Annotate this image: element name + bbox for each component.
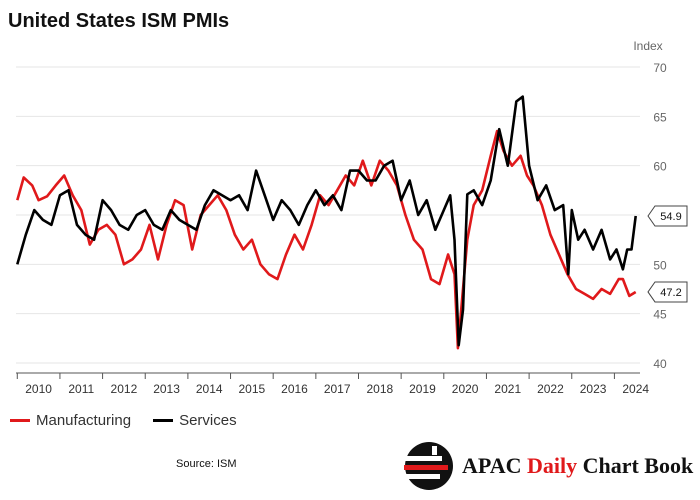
x-tick-label-2012: 2012 [111,382,138,396]
chart-title: United States ISM PMIs [8,10,230,32]
x-tick-label-2010: 2010 [25,382,52,396]
x-tick-label-2014: 2014 [196,382,223,396]
y-tick-label-40: 40 [653,357,667,371]
y-tick-label-50: 50 [653,258,667,272]
last-value-box-services [647,205,688,227]
source-note: Source: ISM [176,458,237,470]
x-tick-label-2019: 2019 [409,382,436,396]
last-value-label-services: 54.9 [660,211,681,223]
apac-daily-chart-book-logo-icon [404,442,453,490]
legend-label-services: Services [179,412,237,429]
legend-label-manufacturing: Manufacturing [36,412,132,429]
y-tick-label-45: 45 [653,308,667,322]
x-tick-label-2022: 2022 [537,382,564,396]
legend-swatch-manufacturing [10,419,30,422]
x-tick-label-2023: 2023 [580,382,607,396]
x-tick-label-2024: 2024 [622,382,649,396]
brand-part-2: Daily [526,453,578,478]
brand-footer: APAC Daily Chart Book [404,438,693,494]
x-tick-label-2011: 2011 [68,382,94,396]
x-tick-label-2016: 2016 [281,382,308,396]
y-tick-label-65: 65 [653,110,667,124]
legend-item-services[interactable]: Services [153,412,237,429]
brand-part-3: Chart Book [577,453,694,478]
legend: Manufacturing Services [10,412,237,429]
x-tick-label-2017: 2017 [324,382,351,396]
line-services [16,95,637,347]
axes: 40455055606570Index201020112012201320142… [16,39,667,396]
x-tick-label-2020: 2020 [452,382,479,396]
y-tick-label-60: 60 [653,160,667,174]
x-tick-label-2015: 2015 [239,382,266,396]
x-tick-label-2018: 2018 [366,382,393,396]
x-tick-label-2021: 2021 [494,382,521,396]
last-value-box-manufacturing [647,281,688,303]
line-manufacturing [16,129,637,350]
last-value-label-manufacturing: 47.2 [660,287,681,299]
brand-part-1: APAC [462,453,527,478]
last-value-labels: 47.2 54.9 [647,205,688,303]
brand-name: APAC Daily Chart Book [462,453,693,479]
gridlines [16,66,640,364]
x-tick-label-2013: 2013 [153,382,180,396]
series-lines [16,95,637,350]
legend-swatch-services [153,419,174,422]
y-axis-title: Index [633,39,662,53]
y-tick-label-70: 70 [653,61,667,75]
legend-item-manufacturing[interactable]: Manufacturing [10,412,131,429]
